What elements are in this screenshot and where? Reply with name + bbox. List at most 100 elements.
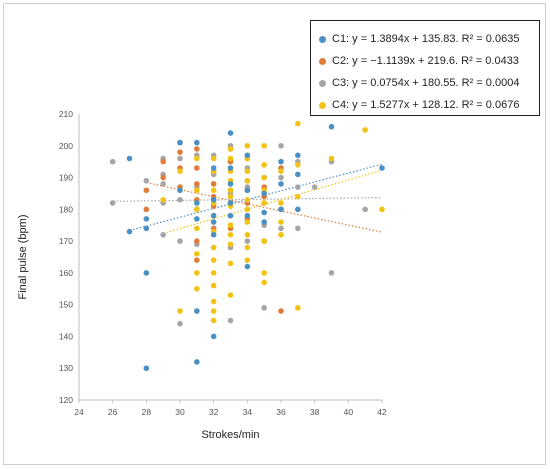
data-point-c1 (244, 152, 251, 159)
data-point-c4 (210, 282, 217, 289)
data-point-c1 (194, 308, 200, 314)
data-point-c4 (295, 305, 301, 311)
data-point-c3 (295, 225, 301, 232)
data-point-c4 (244, 219, 251, 225)
legend-item-c2: C2: y = −1.1139x + 219.6. R² = 0.0433 (319, 50, 533, 72)
data-point-c4 (295, 193, 301, 200)
y-tick-label: 150 (59, 300, 73, 310)
legend-label-c2: C2: y = −1.1139x + 219.6. R² = 0.0433 (332, 55, 519, 67)
data-point-c4 (227, 260, 234, 267)
data-point-c1 (210, 165, 217, 171)
data-point-c4 (261, 270, 267, 276)
data-point-c3 (177, 197, 183, 203)
data-point-c4 (261, 162, 267, 168)
data-point-c4 (278, 231, 284, 238)
data-point-c3 (177, 238, 183, 244)
legend-marker-c3 (319, 79, 326, 87)
data-point-c4 (244, 206, 251, 213)
data-point-c4 (328, 155, 335, 162)
y-tick-label: 120 (59, 395, 73, 405)
axes: 120 130 140 150 160 170 180 190 200 210 24 26 28 30 32… (59, 109, 387, 417)
data-point-c3 (109, 158, 116, 165)
trendline-c4 (163, 169, 383, 234)
data-point-c1 (194, 139, 200, 146)
data-point-c4 (194, 155, 200, 162)
data-point-c4 (210, 244, 217, 251)
legend-marker-c2 (319, 57, 326, 65)
data-point-c4 (261, 142, 267, 149)
y-axis-title: Final pulse (bpm) (17, 215, 29, 300)
data-point-c1 (143, 216, 150, 222)
data-point-c2 (194, 165, 200, 171)
data-point-c3 (328, 270, 335, 276)
data-point-c4 (261, 200, 267, 206)
data-point-c4 (194, 251, 200, 257)
data-point-c3 (227, 317, 234, 324)
data-point-c1 (210, 197, 217, 203)
data-point-c2 (160, 174, 166, 181)
data-point-c1 (278, 181, 284, 187)
data-point-c2 (278, 308, 284, 314)
data-point-c4 (295, 120, 301, 127)
data-point-c1 (210, 333, 217, 340)
data-point-c1 (328, 123, 335, 130)
data-point-c3 (160, 231, 166, 238)
data-point-c4 (194, 187, 200, 194)
data-point-c3 (109, 200, 116, 206)
data-point-c1 (244, 212, 251, 219)
data-point-c4 (244, 177, 251, 184)
data-point-c1 (295, 152, 301, 159)
data-point-c3 (160, 181, 166, 187)
data-point-c2 (194, 238, 200, 244)
data-point-c1 (194, 216, 200, 222)
data-point-c1 (210, 231, 217, 238)
legend-label-c3: C3: y = 0.0754x + 180.55. R² = 0.0004 (332, 77, 520, 89)
scatter-chart: 120 130 140 150 160 170 180 190 200 210 24 26 28 30 32… (17, 109, 387, 441)
data-point-c4 (177, 168, 183, 174)
data-point-c1 (261, 209, 267, 216)
data-point-c4 (295, 162, 301, 168)
data-point-c4 (227, 187, 234, 194)
data-point-c4 (210, 155, 217, 162)
y-tick-label: 190 (59, 173, 73, 183)
data-point-c4 (210, 270, 217, 276)
data-point-c4 (244, 168, 251, 174)
data-point-c1 (177, 187, 183, 194)
legend-marker-c4 (319, 101, 326, 109)
legend-item-c1: C1: y = 1.3894x + 135.83. R² = 0.0635 (319, 28, 533, 50)
data-point-c1 (261, 219, 267, 225)
data-point-c3 (311, 184, 318, 190)
data-point-c3 (295, 184, 301, 190)
y-tick-label: 160 (59, 268, 73, 278)
data-point-c1 (194, 359, 200, 365)
data-point-c3 (244, 238, 251, 244)
data-point-c2 (194, 181, 200, 187)
data-point-c1 (126, 155, 133, 162)
x-tick-label: 36 (276, 407, 286, 417)
data-point-c1 (194, 200, 200, 206)
data-point-c1 (295, 206, 301, 213)
data-point-c1 (227, 130, 234, 136)
legend: C1: y = 1.3894x + 135.83. R² = 0.0635 C2… (310, 20, 540, 116)
data-point-c2 (194, 257, 200, 263)
data-point-c2 (143, 206, 150, 213)
x-tick-label: 24 (74, 407, 84, 417)
data-point-c4 (210, 187, 217, 194)
data-point-c4 (244, 244, 251, 251)
data-point-c2 (177, 149, 183, 155)
data-point-c4 (210, 298, 217, 305)
data-point-c4 (244, 257, 251, 263)
x-tick-label: 26 (108, 407, 118, 417)
data-point-c4 (278, 200, 284, 206)
data-point-c4 (227, 193, 234, 200)
data-point-c1 (379, 165, 385, 171)
data-point-c4 (261, 174, 267, 181)
data-point-c1 (210, 212, 217, 219)
data-point-c4 (278, 219, 284, 225)
data-point-c4 (362, 127, 368, 133)
chart-frame: 120 130 140 150 160 170 180 190 200 210 24 26 28 30 32… (3, 3, 546, 465)
x-tick-label: 32 (209, 407, 219, 417)
data-point-c2 (160, 158, 166, 165)
data-point-c4 (210, 317, 217, 324)
data-point-c3 (278, 174, 284, 181)
